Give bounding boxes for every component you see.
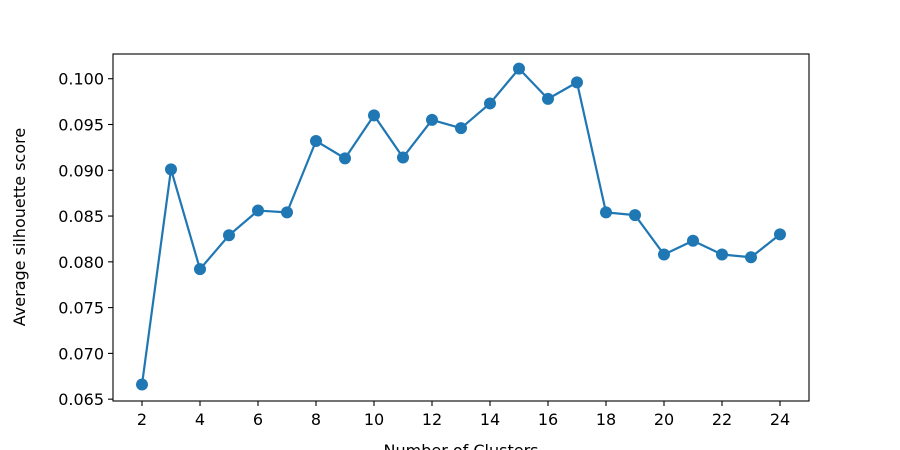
- x-tick-label: 20: [654, 410, 674, 429]
- x-tick-label: 14: [480, 410, 500, 429]
- x-tick-label: 10: [364, 410, 384, 429]
- y-axis-label: Average silhouette score: [10, 128, 29, 326]
- x-tick-label: 12: [422, 410, 442, 429]
- x-tick-label: 22: [712, 410, 732, 429]
- x-tick-label: 4: [195, 410, 205, 429]
- data-point-k5: [223, 229, 235, 242]
- x-tick-label: 8: [311, 410, 321, 429]
- x-axis-label: Number of Clusters: [384, 441, 539, 450]
- data-point-k2: [136, 378, 148, 391]
- data-point-k16: [542, 92, 554, 105]
- x-tick-label: 18: [596, 410, 616, 429]
- data-point-k20: [658, 248, 670, 261]
- data-point-k21: [687, 234, 699, 247]
- data-point-k3: [165, 163, 177, 176]
- y-tick-label: 0.085: [58, 207, 104, 226]
- y-tick-label: 0.100: [58, 70, 104, 89]
- data-point-k13: [455, 122, 467, 135]
- series-layer: [136, 62, 786, 391]
- data-point-k17: [571, 76, 583, 89]
- data-point-k19: [629, 209, 641, 222]
- data-point-k23: [745, 251, 757, 264]
- data-point-k22: [716, 248, 728, 261]
- x-tick-label: 2: [137, 410, 147, 429]
- data-point-k12: [426, 113, 438, 126]
- data-point-k14: [484, 97, 496, 110]
- data-point-k11: [397, 151, 409, 164]
- y-tick-label: 0.075: [58, 299, 104, 318]
- y-axis: 0.065 0.070 0.075 0.080 0.085 0.090 0.095 0.100: [58, 70, 113, 409]
- data-point-k24: [774, 228, 786, 241]
- data-point-k8: [310, 134, 322, 147]
- plot-area-frame: [112, 53, 810, 402]
- x-axis: 2 4 6 8 10 12 14 16 18 20 22 24: [137, 401, 790, 429]
- data-point-k10: [368, 109, 380, 122]
- data-point-k15: [513, 62, 525, 75]
- x-tick-label: 24: [770, 410, 790, 429]
- x-tick-label: 16: [538, 410, 558, 429]
- x-tick-label: 6: [253, 410, 263, 429]
- y-tick-label: 0.080: [58, 253, 104, 272]
- data-point-k7: [281, 206, 293, 219]
- data-point-k18: [600, 206, 612, 219]
- y-tick-label: 0.065: [58, 390, 104, 409]
- y-tick-label: 0.090: [58, 161, 104, 180]
- y-tick-label: 0.070: [58, 344, 104, 363]
- data-point-k6: [252, 204, 264, 217]
- y-tick-label: 0.095: [58, 115, 104, 134]
- data-point-k4: [194, 263, 206, 276]
- data-point-k9: [339, 152, 351, 165]
